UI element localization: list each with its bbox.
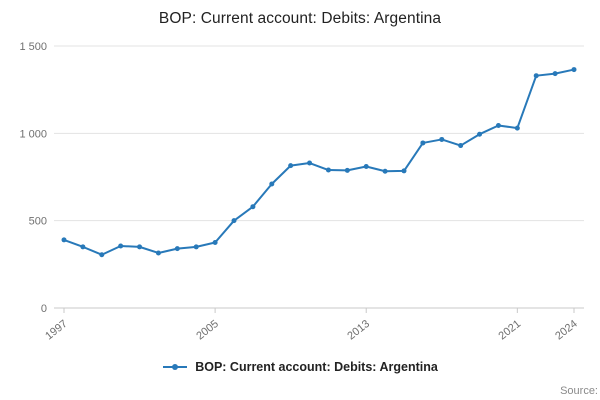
data-point[interactable] [99,252,105,258]
data-point[interactable] [269,181,275,187]
data-point[interactable] [61,237,67,243]
x-tick-label: 2021 [496,318,523,343]
data-point[interactable] [250,204,256,210]
data-point[interactable] [495,122,501,128]
x-tick-label: 1997 [43,318,70,343]
data-point[interactable] [571,67,577,73]
data-point[interactable] [514,125,520,131]
y-tick-label: 0 [41,303,47,315]
data-point[interactable] [363,164,369,170]
data-point[interactable] [477,131,483,137]
y-tick-label: 1 000 [19,128,47,140]
data-point[interactable] [174,246,180,252]
data-point[interactable] [382,168,388,174]
legend-label: BOP: Current account: Debits: Argentina [195,360,438,374]
data-point[interactable] [212,240,218,245]
data-point[interactable] [552,71,558,77]
x-tick-label: 2024 [553,318,580,343]
data-point[interactable] [288,163,294,169]
data-point[interactable] [118,243,124,249]
data-point[interactable] [401,168,407,174]
data-point[interactable] [155,250,161,256]
data-point[interactable] [439,136,445,142]
data-point[interactable] [458,143,464,149]
legend-line-marker-icon [163,364,188,370]
source-note: Source: [560,385,598,397]
data-point[interactable] [533,73,539,79]
y-tick-label: 1 500 [19,41,47,53]
data-point[interactable] [307,160,313,166]
data-point[interactable] [344,167,350,173]
y-tick-label: 500 [29,216,47,228]
data-point[interactable] [420,140,426,146]
data-point[interactable] [137,244,143,250]
x-tick-label: 2005 [194,318,221,343]
line-chart: 0 500 1 000 1 500 1997 2005 2013 2021 2024 [19,41,584,343]
data-point[interactable] [325,167,331,173]
legend-item[interactable]: BOP: Current account: Debits: Argentina [0,356,600,378]
data-point[interactable] [231,218,237,224]
data-point[interactable] [193,244,199,250]
x-tick-label: 2013 [345,318,372,343]
data-point[interactable] [80,244,86,250]
series-line [63,68,575,256]
chart-title: BOP: Current account: Debits: Argentina [158,10,442,27]
